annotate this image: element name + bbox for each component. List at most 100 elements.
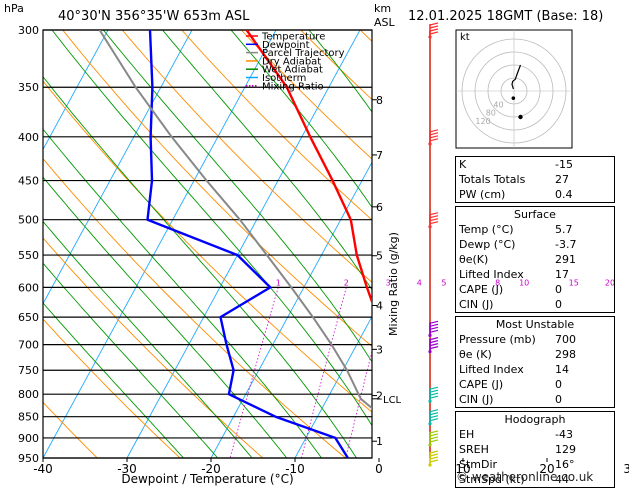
- parcel-trajectory-line: [98, 30, 372, 410]
- pressure-tick-label: 950: [18, 452, 39, 465]
- x-tick-label: -30: [117, 462, 137, 476]
- mixing-ratio-line: [404, 287, 444, 458]
- table-row: CIN (J) 0: [456, 392, 615, 408]
- row-label: SREH: [459, 443, 489, 456]
- isotherm-line: [43, 30, 277, 458]
- dry-adiabat-line: [43, 80, 372, 413]
- legend-entry: Isotherm: [262, 73, 306, 84]
- mixing-ratio-line: [345, 349, 372, 458]
- wet-adiabat-line: [43, 262, 219, 458]
- row-value: 27: [555, 173, 569, 186]
- pressure-tick-label: 600: [18, 281, 39, 294]
- row-value: 0.4: [555, 188, 573, 201]
- x-tick-label: 0: [375, 462, 383, 476]
- wind-barb: [428, 386, 439, 403]
- wind-barb: [428, 430, 439, 447]
- mixing-ratio-label: 3: [386, 278, 391, 287]
- indices-table: K -15 Totals Totals 27 PW (cm) 0.4: [455, 156, 615, 203]
- hpa-label: hPa: [4, 2, 24, 15]
- row-value: 700: [555, 333, 576, 346]
- pressure-tick-label: 900: [18, 432, 39, 445]
- wet-adiabat-line: [43, 302, 184, 458]
- km-tick-label: 3: [376, 343, 383, 356]
- x-tick-label: -20: [201, 462, 221, 476]
- row-value: 129: [555, 443, 576, 456]
- pressure-tick-label: 400: [18, 131, 39, 144]
- wet-adiabat-line: [51, 30, 372, 427]
- pressure-tick-label: 450: [18, 175, 39, 188]
- mixing-ratio-label: 1: [276, 278, 281, 287]
- mixing-ratio-line: [229, 287, 279, 458]
- indices-panel: K -15 Totals Totals 27 PW (cm) 0.4 Surface Tem…: [455, 156, 615, 491]
- legend-entry: Temperature: [261, 32, 325, 43]
- row-label: Temp (°C): [459, 223, 514, 236]
- lcl-label: LCL: [383, 395, 402, 406]
- mixing-ratio-line: [301, 287, 347, 458]
- wet-adiabat-line: [43, 128, 322, 458]
- wind-barb: [428, 320, 439, 337]
- table-row: CIN (J) 0: [456, 297, 615, 313]
- row-value: 5.7: [555, 223, 573, 236]
- hodograph-ring-label: 120: [475, 117, 490, 126]
- legend-entry: Dewpoint: [262, 40, 310, 51]
- temperature-line: [245, 30, 372, 306]
- mixing-ratio-label: 5: [441, 278, 446, 287]
- wet-adiabat-line: [43, 76, 357, 458]
- mixing-ratio-label: 2: [344, 278, 349, 287]
- hodograph-kt-label: kt: [460, 32, 470, 43]
- plot-frame: [42, 29, 373, 459]
- km-tick-label: 8: [376, 94, 383, 107]
- dewpoint-line: [146, 30, 349, 458]
- datetime-title: 12.01.2025 18GMT (Base: 18): [408, 9, 603, 24]
- x-tick-label: 20: [539, 462, 554, 476]
- wind-barb: [428, 409, 439, 426]
- km-label: km: [374, 2, 391, 15]
- background-lines: [43, 30, 629, 458]
- isotherm-line: [126, 30, 361, 458]
- row-value: 0: [555, 298, 562, 311]
- credit-text: © weatheronline.co.uk: [456, 470, 594, 484]
- storm-motion-dot: [511, 96, 516, 100]
- pressure-tick-label: 300: [18, 24, 39, 37]
- row-value: -3.7: [555, 238, 577, 251]
- isotherm-line: [210, 161, 372, 458]
- most-unstable-table: Most Unstable Pressure (mb) 700 θe (K) 298 Li…: [455, 316, 615, 408]
- km-tick-label: 7: [376, 149, 383, 162]
- wind-barb: [428, 129, 439, 146]
- table-row: Totals Totals 27: [456, 172, 615, 187]
- row-value: 0: [555, 393, 562, 406]
- isotherm-line: [43, 30, 109, 151]
- table-row: K -15: [456, 157, 615, 173]
- table-row: SREH 129: [456, 442, 615, 457]
- wind-barb: [428, 22, 439, 39]
- table-row: CAPE (J) 0: [456, 377, 615, 392]
- wet-adiabat-line: [102, 30, 372, 363]
- table-row: θe(K) 291: [456, 252, 615, 267]
- row-value: 0: [555, 378, 562, 391]
- row-value: 17: [555, 268, 569, 281]
- pressure-tick-label: 750: [18, 364, 39, 377]
- row-value: 44: [555, 473, 569, 486]
- x-tick-label: 30: [623, 462, 629, 476]
- table-row: Dewp (°C) -3.7: [456, 237, 615, 252]
- table-row: StmDir 16°: [456, 457, 615, 472]
- pressure-tick-label: 550: [18, 249, 39, 262]
- row-value: 291: [555, 253, 576, 266]
- row-label: StmDir: [459, 458, 498, 471]
- hodograph-end-dot: [518, 114, 523, 120]
- wind-barb: [428, 450, 439, 467]
- mixing-ratio-label: 20: [605, 278, 615, 287]
- row-label: StmSpd (kt): [459, 473, 525, 486]
- pressure-tick-label: 700: [18, 339, 39, 352]
- row-label: Totals Totals: [459, 173, 526, 186]
- row-value: -43: [555, 428, 573, 441]
- row-label: CAPE (J): [459, 283, 504, 296]
- legend-entry: Mixing Ratio: [262, 81, 324, 92]
- wet-adiabat-line: [230, 30, 372, 209]
- table-row: Temp (°C) 5.7: [456, 222, 615, 237]
- asl-label: ASL: [374, 16, 396, 29]
- row-label: CIN (J): [459, 393, 494, 406]
- wet-adiabat-line: [43, 220, 253, 458]
- wet-adiabat-line: [617, 30, 629, 458]
